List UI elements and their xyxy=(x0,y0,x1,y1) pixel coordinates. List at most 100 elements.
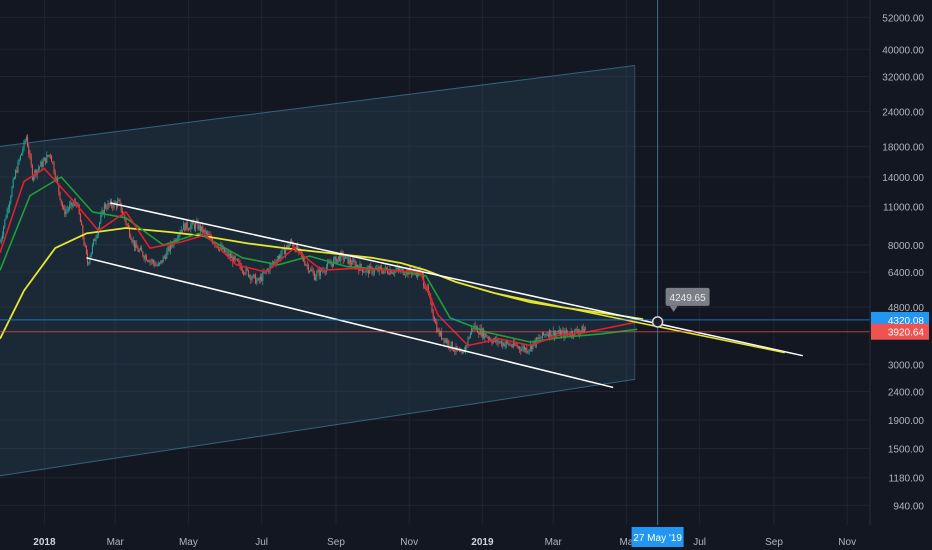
candle-body xyxy=(55,177,57,179)
crosshair: 4249.65 xyxy=(0,0,870,525)
candle-body xyxy=(507,341,509,343)
candle-body xyxy=(33,176,35,180)
candle-body xyxy=(459,350,461,352)
candle-body xyxy=(189,229,191,231)
candle-body xyxy=(127,224,129,228)
callout-label: 4249.65 xyxy=(670,293,707,304)
candle-body xyxy=(257,278,259,281)
callout-pointer xyxy=(669,305,678,312)
candle-body xyxy=(336,258,338,264)
candle-body xyxy=(78,204,80,215)
x-tick-label: 2019 xyxy=(471,537,494,548)
candle-body xyxy=(551,334,553,337)
candle-body xyxy=(63,207,65,209)
y-tick-label: 18000.00 xyxy=(882,142,924,153)
x-tick-label: Mar xyxy=(545,537,563,548)
candle-body xyxy=(202,226,204,233)
candle-body xyxy=(113,202,115,208)
candle-body xyxy=(3,226,5,235)
candle-body xyxy=(505,341,507,345)
candle-body xyxy=(273,261,275,264)
candle-body xyxy=(491,341,493,343)
ma-fast-line xyxy=(0,167,638,347)
candle-body xyxy=(7,208,9,210)
candle-body xyxy=(208,233,210,236)
x-tick-label: Nov xyxy=(838,537,856,548)
candle-body xyxy=(240,266,242,271)
candle-body xyxy=(547,334,549,337)
y-tick-label: 40000.00 xyxy=(882,45,924,56)
candle-body xyxy=(228,253,230,257)
candle-body xyxy=(445,339,447,343)
candle-body xyxy=(119,199,121,203)
candle-body xyxy=(93,239,95,245)
candle-body xyxy=(144,255,146,259)
candle-body xyxy=(431,300,433,312)
candle-body xyxy=(241,270,243,272)
candle-body xyxy=(17,161,19,173)
candle-body xyxy=(234,256,236,260)
candle-body xyxy=(243,271,245,274)
candle-body xyxy=(483,329,485,339)
x-tick-label: 2018 xyxy=(33,537,56,548)
candle-body xyxy=(131,239,133,242)
candle-body xyxy=(318,270,320,276)
candle-body xyxy=(9,202,11,209)
candle-body xyxy=(112,206,114,208)
candle-body xyxy=(367,267,369,274)
x-tick-label: Jul xyxy=(693,537,706,548)
candle-body xyxy=(143,256,145,259)
candle-body xyxy=(157,264,159,266)
candle-body xyxy=(544,334,546,336)
candle-body xyxy=(126,223,128,225)
candle-body xyxy=(346,256,348,257)
candle-body xyxy=(328,262,330,264)
candle-body xyxy=(355,264,357,268)
price-tag-label: 3920.64 xyxy=(888,328,925,339)
candle-body xyxy=(207,233,209,235)
candle-body xyxy=(581,326,583,331)
y-tick-label: 11000.00 xyxy=(883,202,924,213)
candle-body xyxy=(391,272,393,274)
candle-body xyxy=(58,183,60,192)
candle-body xyxy=(48,154,50,157)
candle-body xyxy=(153,260,155,263)
candle-body xyxy=(313,273,315,281)
candle-body xyxy=(69,204,71,210)
candle-body xyxy=(360,264,362,269)
candle-body xyxy=(135,243,137,248)
candle-body xyxy=(553,330,555,337)
candle-body xyxy=(312,271,314,274)
candle-body xyxy=(250,275,252,280)
candle-body xyxy=(393,272,395,274)
channel-upper-edge xyxy=(0,65,635,147)
x-tick-label: Sep xyxy=(765,537,783,548)
candle-body xyxy=(580,330,582,332)
candle-body xyxy=(91,244,93,253)
candle-body xyxy=(305,264,307,266)
candle-body xyxy=(546,334,548,336)
candle-body xyxy=(472,328,474,330)
x-tick-label: Sep xyxy=(327,537,345,548)
candle-body xyxy=(511,346,513,347)
candle-body xyxy=(40,161,42,167)
candle-body xyxy=(345,256,347,259)
candle-body xyxy=(154,262,156,266)
candle-body xyxy=(396,267,398,270)
candle-body xyxy=(545,334,547,336)
trendlines[interactable] xyxy=(86,202,803,389)
candle-body xyxy=(342,253,344,260)
candle-body xyxy=(397,267,399,270)
candle-body xyxy=(89,257,91,263)
candle-body xyxy=(108,203,110,205)
candle-body xyxy=(106,207,108,209)
y-tick-label: 6400.00 xyxy=(888,268,925,279)
candle-body xyxy=(379,266,381,269)
y-tick-label: 3000.00 xyxy=(888,360,925,371)
candle-body xyxy=(468,337,470,339)
candle-body xyxy=(265,270,267,272)
candle-body xyxy=(27,137,29,147)
candle-body xyxy=(10,196,12,203)
candle-body xyxy=(525,347,527,351)
